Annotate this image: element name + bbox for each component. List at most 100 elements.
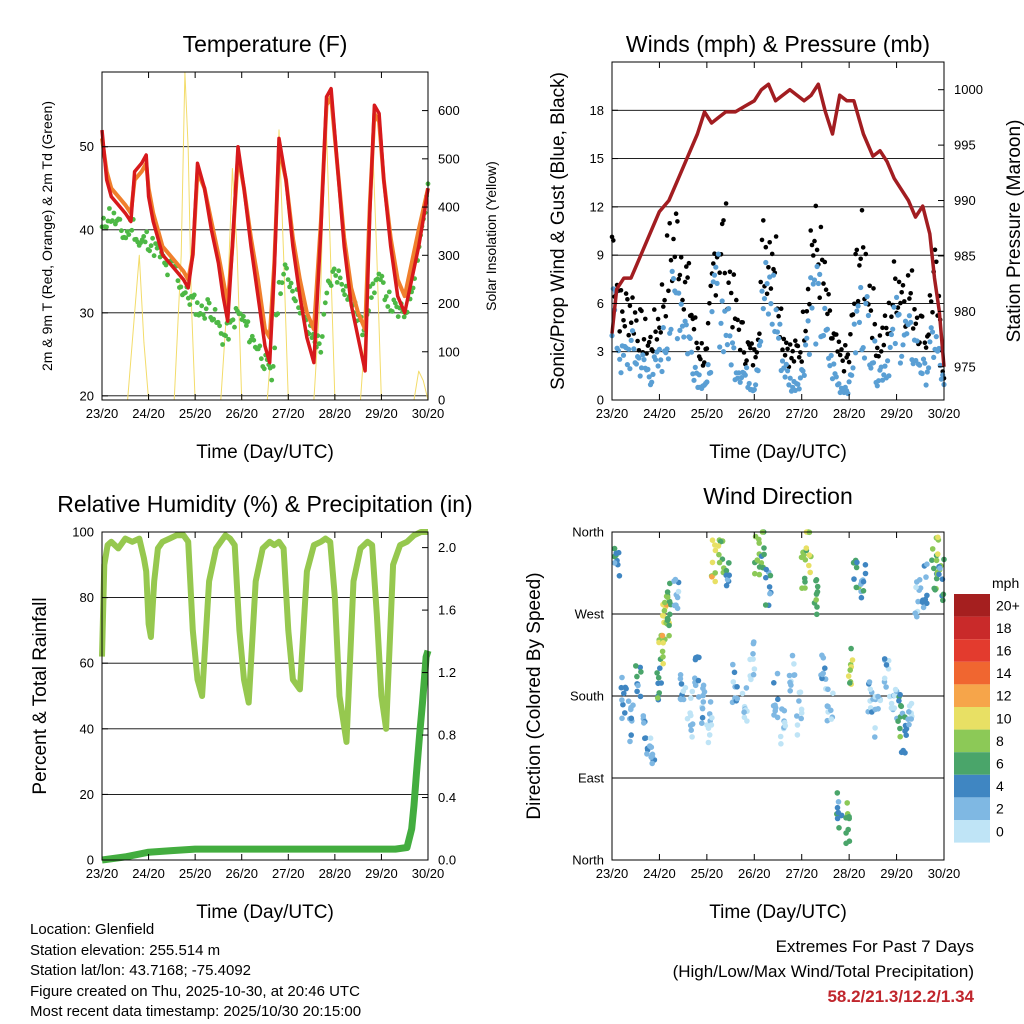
gust-point (776, 313, 781, 319)
gust-point (846, 359, 852, 365)
direction-point (888, 700, 895, 707)
wind-point (892, 340, 898, 347)
dewpoint-point (318, 349, 324, 355)
gust-point (830, 336, 835, 341)
direction-point (846, 815, 852, 822)
gust-point (799, 359, 804, 364)
gust-point (636, 348, 642, 353)
gust-point (882, 313, 888, 319)
wind-point (849, 372, 855, 378)
direction-point (741, 709, 747, 715)
wind-point (836, 381, 842, 387)
direction-point (763, 566, 769, 573)
wind-point (764, 281, 770, 287)
wind-point (851, 321, 857, 327)
direction-point (660, 640, 666, 646)
wind-point (870, 360, 877, 366)
gust-point (691, 326, 697, 332)
wind-point (728, 362, 734, 368)
dewpoint-point (148, 243, 154, 249)
dewpoint-point (261, 366, 267, 372)
direction-point (640, 713, 647, 719)
direction-point (798, 706, 805, 713)
location-text: Location: Glenfield (30, 921, 155, 938)
direction-point (772, 708, 778, 714)
gust-point (754, 350, 760, 355)
wind-point (718, 320, 724, 326)
wind-point (926, 365, 932, 371)
gust-point (726, 280, 731, 286)
wind-point (751, 387, 757, 393)
dewpoint-point (287, 284, 292, 290)
wind-point (783, 361, 789, 367)
dewpoint-point (321, 311, 327, 317)
x-tick-label: 26/20 (225, 406, 258, 421)
wind-point (922, 360, 928, 366)
legend-swatch (954, 820, 990, 843)
direction-point (819, 652, 825, 659)
direction-point (906, 709, 912, 715)
direction-point (628, 706, 634, 713)
wind-point (670, 276, 677, 282)
gust-point (711, 261, 716, 266)
wind-point (655, 363, 661, 369)
gust-point (805, 286, 811, 292)
wind-point (845, 390, 851, 397)
dewpoint-point (316, 341, 322, 347)
wind-point (876, 378, 882, 384)
wind-point (854, 308, 860, 314)
wind-point (685, 351, 691, 357)
legend-label: 2 (996, 801, 1004, 817)
dewpoint-point (107, 206, 112, 211)
gust-point (659, 282, 665, 287)
direction-point (675, 588, 682, 595)
dewpoint-point (293, 298, 298, 304)
dewpoint-point (123, 235, 129, 241)
legend-label: 14 (996, 665, 1012, 681)
gust-point (818, 224, 824, 230)
wind-point (810, 281, 816, 287)
dewpoint-point (126, 232, 132, 238)
gust-point (681, 307, 687, 312)
direction-point (761, 551, 767, 558)
direction-point (924, 600, 930, 607)
gust-point (893, 276, 898, 282)
gust-point (664, 233, 670, 238)
legend-label: 8 (996, 733, 1004, 749)
created-text: Figure created on Thu, 2025-10-30, at 20… (30, 982, 360, 1000)
dewpoint-point (249, 333, 255, 339)
direction-point (756, 571, 763, 578)
gust-point (809, 242, 815, 248)
gust-point (899, 290, 904, 295)
humidity-ylabel: Percent & Total Rainfall (30, 597, 51, 794)
gust-point (793, 338, 798, 344)
gust-point (663, 314, 669, 319)
direction-point (872, 725, 878, 731)
gust-point (749, 341, 754, 346)
gust-point (812, 238, 817, 244)
gust-point (800, 309, 806, 315)
y-tick-label: West (575, 607, 605, 622)
wind-point (888, 331, 895, 338)
wind-point (628, 337, 634, 343)
direction-point (709, 537, 716, 543)
gust-point (825, 311, 830, 317)
direction-point (635, 682, 641, 689)
direction-point (611, 545, 618, 552)
wind-point (833, 374, 839, 380)
gust-point (621, 318, 626, 323)
direction-point (834, 815, 841, 822)
direction-point (706, 732, 713, 738)
wind-point (933, 334, 939, 340)
direction-point (854, 559, 860, 566)
dewpoint-point (129, 227, 135, 233)
wind-point (861, 355, 868, 361)
dewpoint-point (163, 262, 169, 268)
direction-point (689, 688, 696, 695)
direction-point (716, 559, 723, 566)
wind-point (656, 346, 663, 352)
wind-point (858, 284, 864, 291)
dewpoint-point (110, 218, 115, 224)
direction-point (891, 692, 898, 699)
wind-point (631, 346, 637, 352)
